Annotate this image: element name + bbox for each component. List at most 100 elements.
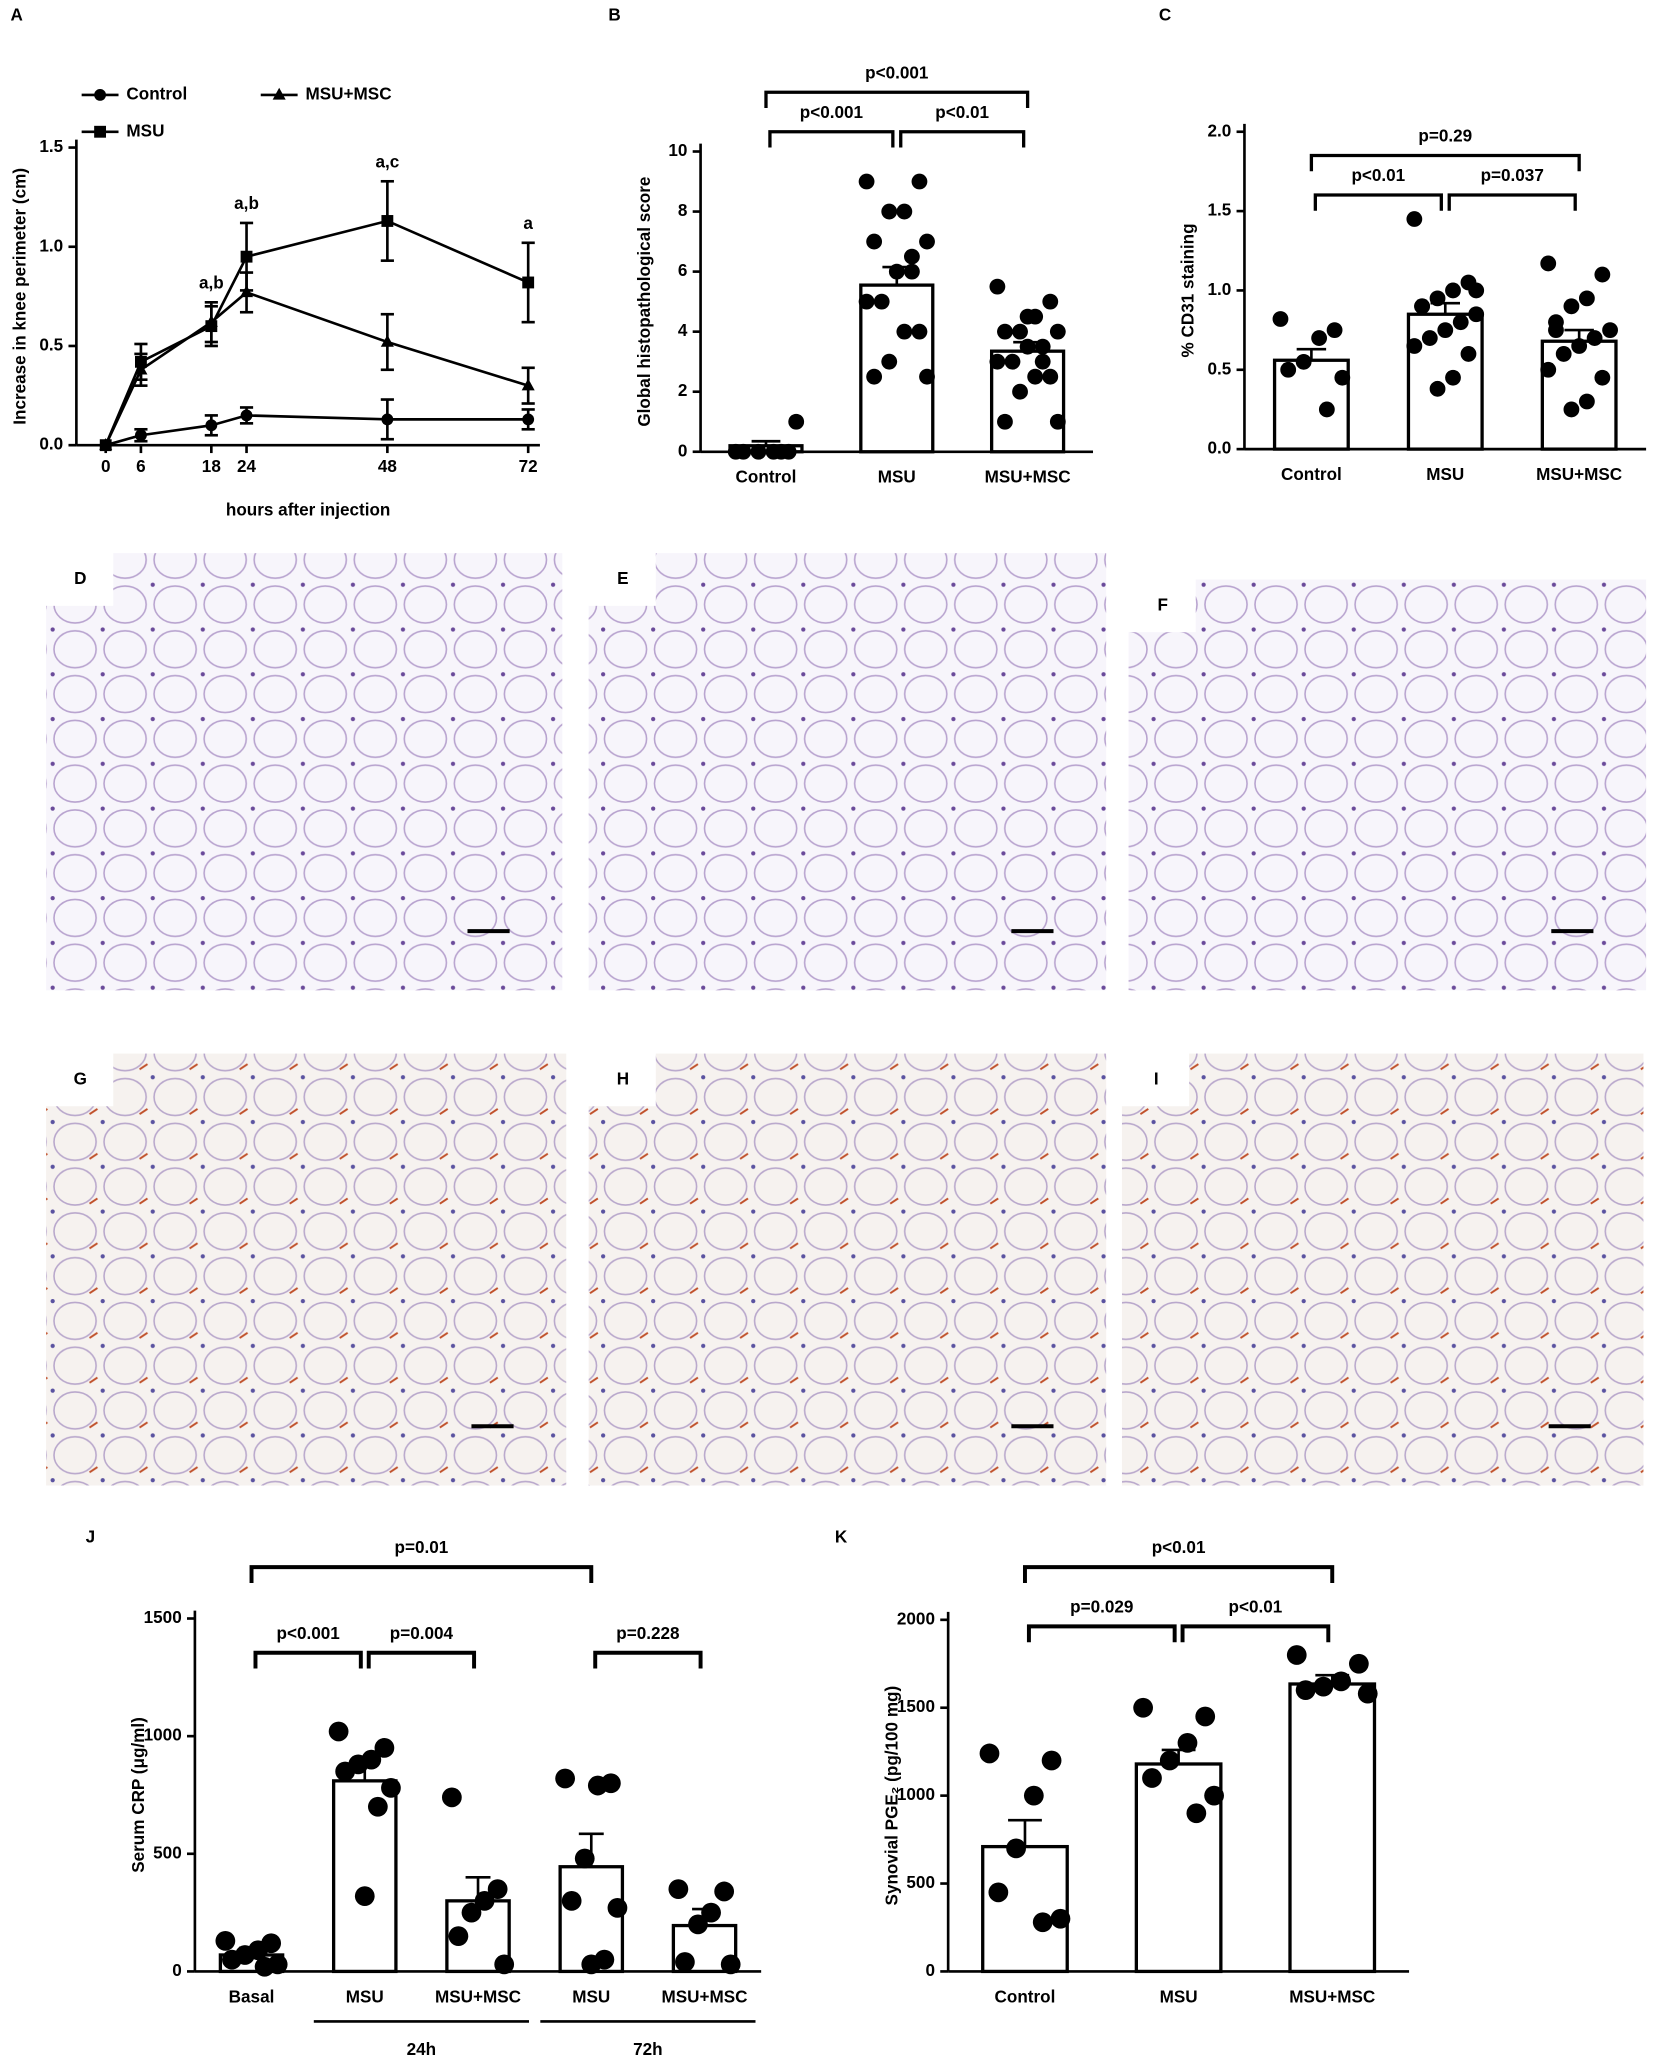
panel-letter: J xyxy=(86,1528,96,1547)
data-point xyxy=(1331,1671,1351,1692)
data-point xyxy=(1023,1785,1044,1806)
x-tick-label: MSU xyxy=(1160,1987,1198,2006)
data-point xyxy=(735,443,752,460)
series-line xyxy=(105,414,529,447)
significance-bracket xyxy=(1026,1624,1177,1643)
data-point xyxy=(919,368,935,385)
data-point xyxy=(99,438,113,450)
data-point xyxy=(374,1738,395,1758)
data-point xyxy=(714,1881,735,1902)
data-point xyxy=(1555,346,1572,362)
data-point xyxy=(1032,1912,1053,1933)
micrograph xyxy=(1121,1053,1644,1486)
significance-bracket xyxy=(1313,193,1443,211)
data-point xyxy=(581,1954,602,1975)
data-point xyxy=(215,1930,236,1951)
data-point xyxy=(522,276,535,289)
y-tick-label: 1.5 xyxy=(1207,201,1231,220)
data-point xyxy=(240,250,253,263)
panel-letter: C xyxy=(1159,5,1171,24)
micrograph xyxy=(1128,579,1647,991)
data-point xyxy=(381,413,394,426)
data-point xyxy=(461,1902,482,1923)
data-point xyxy=(1548,322,1564,339)
y-axis-label: Global histopathological score xyxy=(635,177,654,427)
data-point xyxy=(1578,290,1595,307)
data-point xyxy=(574,1848,595,1869)
x-tick-label: 72 xyxy=(519,457,538,476)
data-point xyxy=(1004,353,1021,370)
y-tick-label: 0.5 xyxy=(1207,359,1231,378)
y-tick-label: 500 xyxy=(153,1843,182,1862)
data-point xyxy=(1594,369,1611,386)
y-tick-label: 1.5 xyxy=(39,137,63,156)
data-point xyxy=(750,443,767,460)
data-point xyxy=(1357,1683,1378,1704)
data-point xyxy=(1019,308,1036,325)
legend-label: MSU xyxy=(126,121,164,140)
label-box xyxy=(1121,566,1196,633)
y-tick-label: 0 xyxy=(678,441,688,460)
data-point xyxy=(1272,311,1289,327)
label-box xyxy=(582,539,656,606)
data-point xyxy=(1034,338,1051,355)
x-tick-label: MSU+MSC xyxy=(1289,1987,1375,2006)
legend-marker xyxy=(94,125,107,138)
p-value: p=0.037 xyxy=(1481,166,1544,185)
data-point xyxy=(989,353,1006,370)
p-value: p=0.228 xyxy=(616,1624,679,1643)
annotation: a,b xyxy=(234,194,259,213)
series-line xyxy=(104,290,529,446)
series-line xyxy=(104,219,529,446)
data-point xyxy=(555,1768,575,1789)
y-tick-label: 0.0 xyxy=(1207,439,1231,458)
data-point xyxy=(367,1796,388,1817)
x-tick-label: MSU xyxy=(346,1987,384,2006)
group-label: 24h xyxy=(407,2040,436,2059)
x-tick-label: Basal xyxy=(229,1987,275,2006)
data-point xyxy=(904,263,920,280)
x-tick-label: MSU xyxy=(1426,465,1464,484)
data-point xyxy=(205,419,218,432)
data-point xyxy=(1445,282,1461,299)
p-value: p=0.029 xyxy=(1070,1597,1133,1616)
data-point xyxy=(521,378,535,391)
data-point xyxy=(1286,1645,1307,1665)
significance-bracket xyxy=(899,130,1026,148)
significance-bracket xyxy=(764,90,1030,109)
significance-bracket xyxy=(1180,1624,1331,1643)
data-point xyxy=(1429,380,1446,397)
data-point xyxy=(866,233,883,250)
bar xyxy=(1540,339,1618,451)
data-point xyxy=(720,1954,741,1975)
data-point xyxy=(448,1926,469,1947)
x-tick-label: MSU+MSC xyxy=(1536,465,1622,484)
x-tick-label: Control xyxy=(736,468,797,487)
y-tick-label: 1.0 xyxy=(1207,280,1231,299)
panel-letter: E xyxy=(617,569,628,588)
group-label: 72h xyxy=(633,2040,662,2059)
label-box xyxy=(39,1040,114,1107)
data-point xyxy=(873,293,890,310)
data-point xyxy=(1586,330,1603,346)
y-axis-label: Serum CRP (μg/ml) xyxy=(129,1717,148,1873)
data-point xyxy=(1006,1838,1026,1859)
data-point xyxy=(1563,298,1580,315)
data-point xyxy=(1445,369,1461,386)
label-box xyxy=(39,539,114,606)
y-tick-label: 8 xyxy=(678,201,688,220)
annotation: a,c xyxy=(375,152,399,171)
y-tick-label: 6 xyxy=(678,261,688,280)
panel-letter: K xyxy=(835,1528,848,1547)
data-point xyxy=(668,1879,689,1899)
panel-letter: A xyxy=(11,5,23,24)
data-point xyxy=(1280,361,1297,378)
x-tick-label: 6 xyxy=(136,457,146,476)
data-point xyxy=(587,1775,608,1796)
data-point xyxy=(1429,290,1446,307)
micrograph xyxy=(588,1053,1107,1486)
data-point xyxy=(1133,1697,1153,1718)
data-point xyxy=(1406,211,1423,227)
data-point xyxy=(1204,1785,1224,1806)
p-value: p=0.29 xyxy=(1418,127,1472,146)
